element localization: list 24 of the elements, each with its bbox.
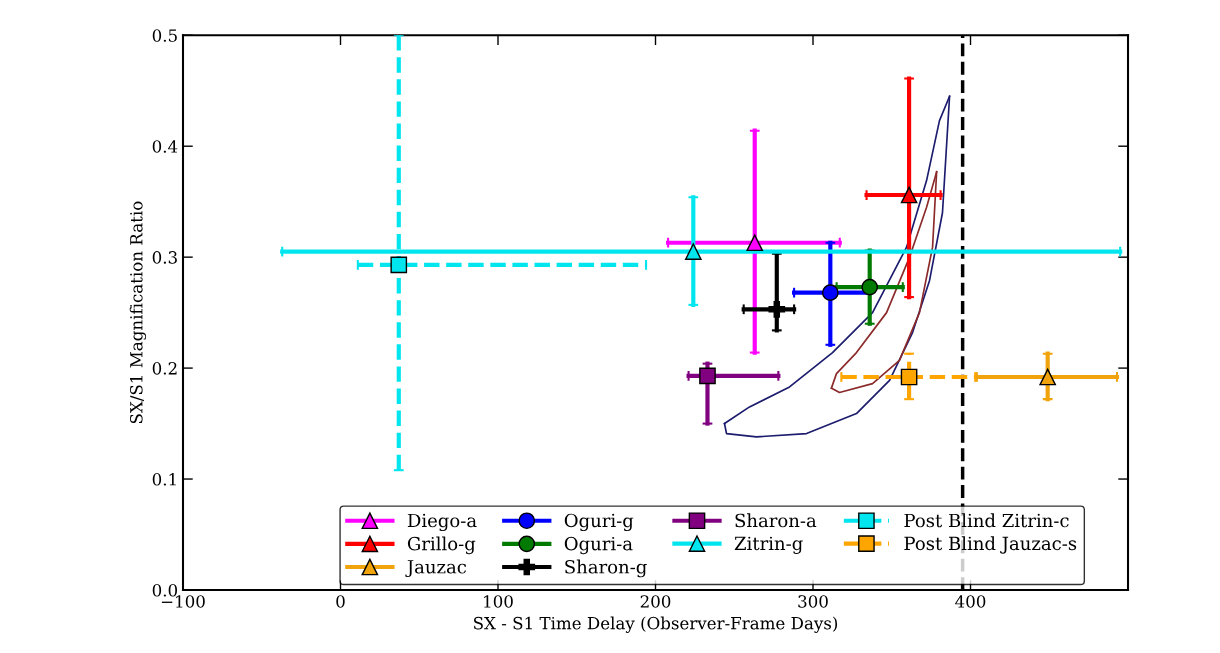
x-tick-label: −100	[161, 595, 205, 608]
legend-label: Sharon-a	[735, 513, 817, 528]
x-axis-title: SX - S1 Time Delay (Observer-Frame Days)	[474, 616, 838, 633]
y-tick-label: 0.2	[152, 362, 177, 375]
x-tick-label: 200	[640, 595, 671, 608]
x-tick-label: 300	[798, 595, 828, 608]
y-axis-title: SX/S1 Magnification Ratio	[129, 201, 147, 424]
legend-label: Oguri-g	[564, 513, 634, 532]
y-tick-label: 0.3	[152, 251, 177, 264]
x-tick-label: 0	[336, 595, 345, 608]
legend-label: Oguri-a	[564, 536, 633, 555]
y-tick-label: 0.0	[152, 583, 178, 597]
legend-label: Grillo-g	[407, 536, 476, 555]
y-tick-label: 0.5	[152, 29, 177, 42]
x-tick-label: 400	[955, 595, 986, 608]
y-tick-label: 0.4	[152, 140, 178, 153]
legend-label: Jauzac	[405, 560, 467, 578]
legend-label: Zitrin-g	[734, 536, 803, 554]
legend-label: Post Blind Jauzac-s	[904, 536, 1077, 554]
legend-label: Post Blind Zitrin-c	[904, 513, 1069, 528]
x-tick-label: 100	[484, 595, 513, 608]
legend-label: Sharon-g	[565, 559, 647, 578]
legend-label: Diego-a	[407, 513, 477, 532]
y-tick-label: 0.1	[152, 473, 176, 486]
